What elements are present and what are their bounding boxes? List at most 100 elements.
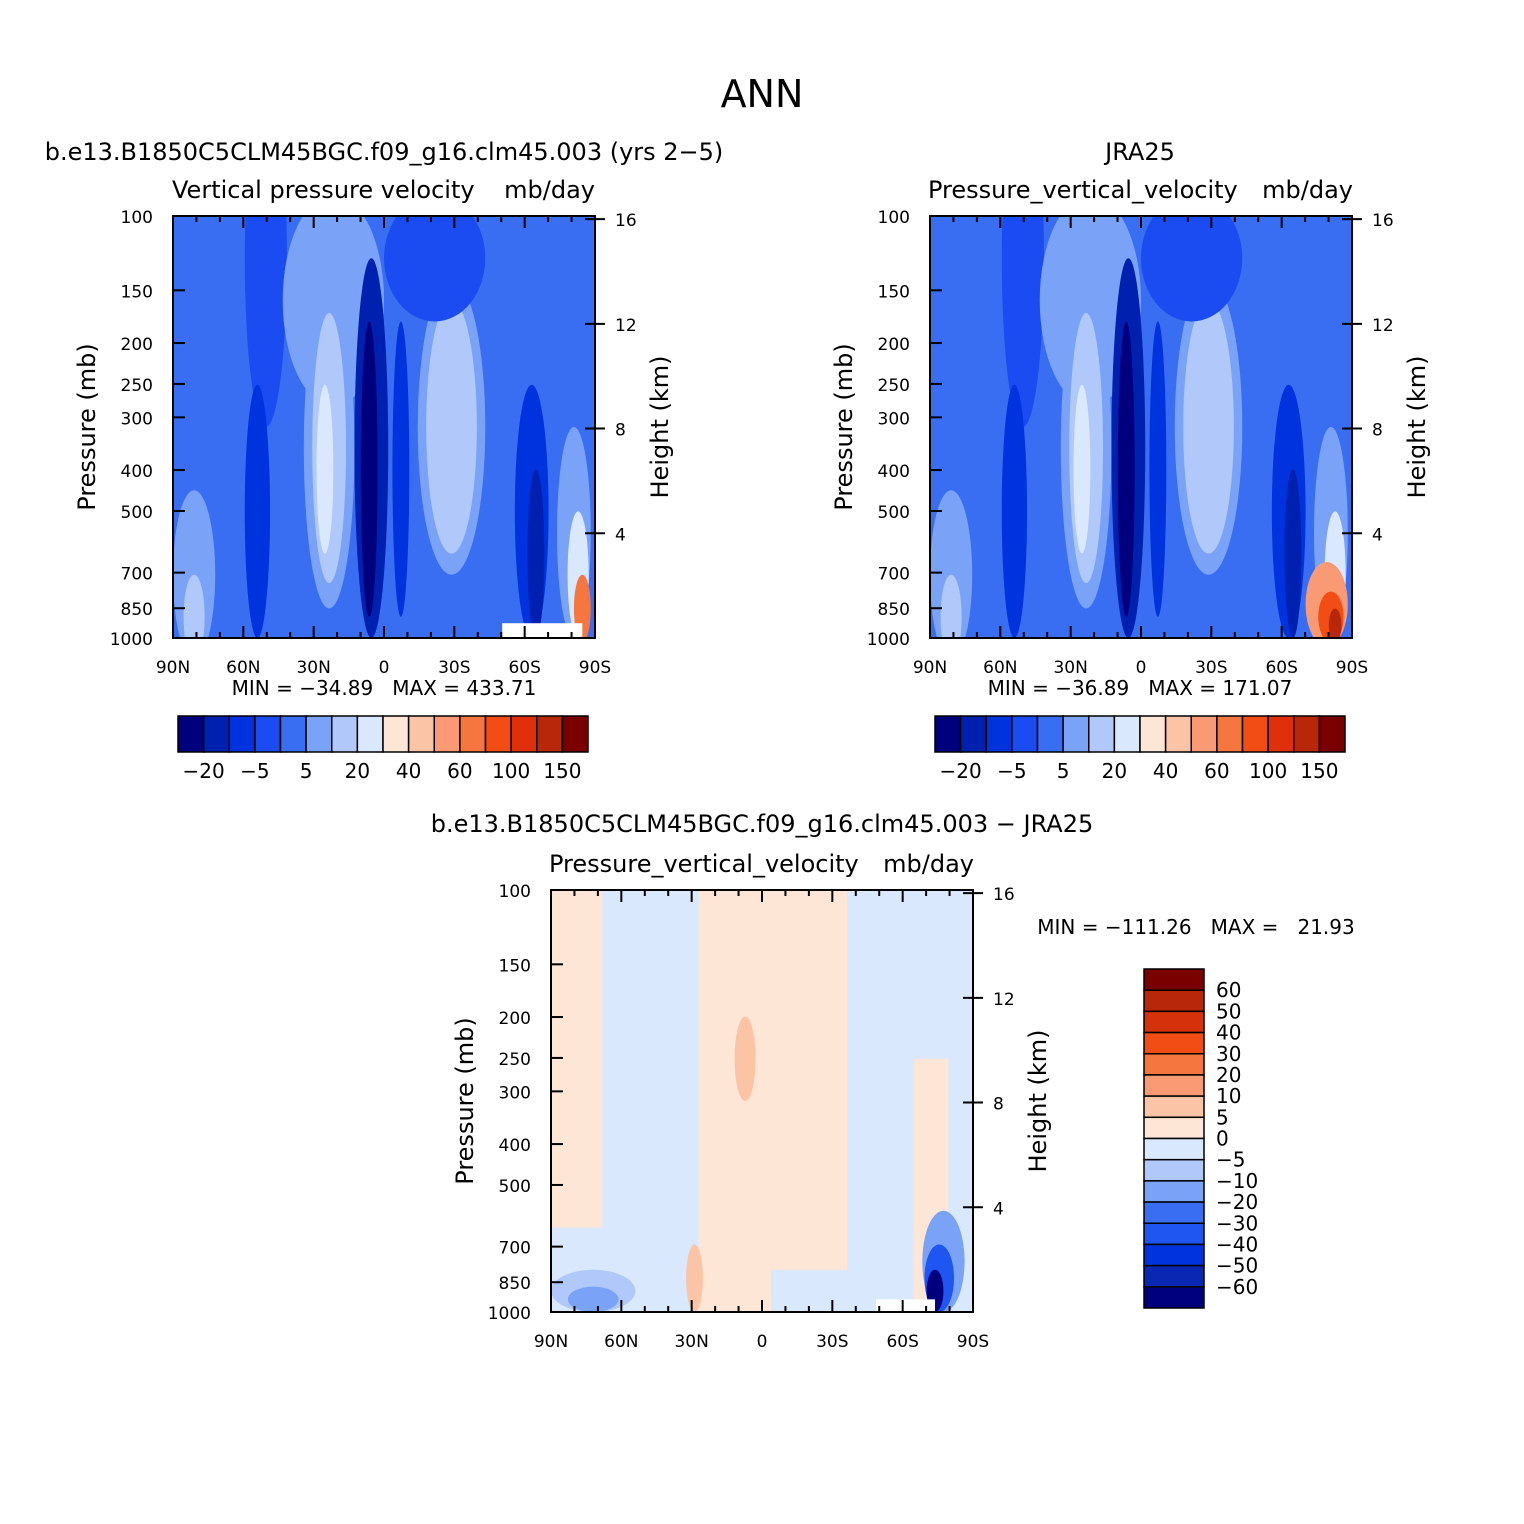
colorbar-label: 40	[1153, 759, 1178, 783]
y-tick-label: 250	[121, 376, 153, 396]
colorbar-box	[959, 715, 987, 753]
y-tick-label: 100	[878, 208, 910, 228]
y-tick-label: 200	[499, 1009, 531, 1029]
colorbar-box	[331, 715, 359, 753]
colorbar-label: −5	[1216, 1148, 1245, 1172]
colorbar-label: −20	[1216, 1190, 1258, 1214]
colorbar-label: 60	[1204, 759, 1229, 783]
y-tick-label: 700	[121, 565, 153, 585]
units-label: mb/day	[883, 850, 974, 878]
colorbar-box	[228, 715, 256, 753]
x-tick-label: 0	[757, 1332, 768, 1352]
contour-field	[173, 216, 595, 638]
contour-fill	[1001, 384, 1028, 638]
colorbar-box	[1143, 1180, 1205, 1203]
contour-fill	[1001, 216, 1044, 427]
y-tick-label: 700	[499, 1239, 531, 1259]
colorbar-box	[1143, 1222, 1205, 1246]
colorbar-label: −30	[1216, 1211, 1258, 1235]
colorbar-box	[1143, 1286, 1205, 1309]
x-tick-label: 30N	[296, 658, 330, 678]
colorbar-box	[985, 715, 1013, 753]
colorbar-label: 5	[300, 759, 313, 783]
contour-fill	[316, 384, 334, 554]
min-max-label: MIN = −36.89 MAX = 171.07	[988, 676, 1293, 700]
contour-fill	[1328, 608, 1342, 638]
y-tick-label: 400	[121, 462, 153, 482]
contour-fill	[770, 890, 847, 1270]
contour-fill	[392, 321, 410, 617]
contour-fill	[1284, 469, 1302, 638]
contour-fill	[1149, 321, 1167, 617]
colorbar-label: −20	[183, 759, 225, 783]
right-axis-label: Height (km)	[1024, 1030, 1052, 1173]
y-tick-label: 1000	[867, 630, 910, 650]
right-tick-label: 12	[1372, 316, 1394, 336]
colorbar-label: 20	[1216, 1063, 1241, 1087]
contour-fill	[698, 890, 772, 1312]
x-tick-label: 90S	[579, 658, 611, 678]
y-tick-label: 1000	[488, 1304, 531, 1324]
right-tick-label: 8	[1372, 421, 1383, 441]
colorbar-box	[1143, 989, 1205, 1013]
y-tick-label: 850	[121, 600, 153, 620]
y-tick-label: 1000	[110, 630, 153, 650]
contour-fill	[1183, 300, 1234, 554]
colorbar-label: −5	[240, 759, 269, 783]
contour-fill	[686, 1244, 703, 1312]
x-tick-label: 60N	[226, 658, 260, 678]
colorbar-box	[1143, 1243, 1205, 1267]
right-tick-label: 16	[615, 211, 637, 231]
contour-fill	[1117, 321, 1135, 617]
colorbar-label: 40	[396, 759, 421, 783]
variable-name: Vertical pressure velocity	[172, 176, 475, 204]
x-tick-label: 30S	[1195, 658, 1227, 678]
y-tick-label: 850	[878, 600, 910, 620]
x-tick-label: 60S	[1265, 658, 1297, 678]
right-tick-label: 4	[615, 525, 626, 545]
units-label: mb/day	[504, 176, 595, 204]
right-tick-label: 16	[1372, 211, 1394, 231]
colorbar-box	[1143, 1158, 1205, 1182]
y-tick-label: 150	[499, 956, 531, 976]
right-axis-label: Height (km)	[646, 356, 674, 499]
colorbar-box	[484, 715, 512, 753]
colorbar-box	[1113, 715, 1141, 753]
y-tick-label: 150	[121, 282, 153, 302]
y-axis-label: Pressure (mb)	[73, 343, 101, 510]
x-tick-label: 60N	[604, 1332, 638, 1352]
x-tick-label: 30N	[1053, 658, 1087, 678]
x-tick-label: 30S	[816, 1332, 848, 1352]
y-tick-label: 150	[878, 282, 910, 302]
contour-fill	[527, 469, 545, 638]
y-tick-label: 400	[499, 1136, 531, 1156]
x-tick-label: 90S	[957, 1332, 989, 1352]
colorbar-label: 100	[492, 759, 530, 783]
colorbar-box	[1267, 715, 1295, 753]
min-max-label: MIN = −34.89 MAX = 433.71	[232, 676, 537, 700]
colorbar-label: 20	[345, 759, 370, 783]
x-tick-label: 0	[379, 658, 390, 678]
contour-fill	[244, 216, 287, 427]
colorbar-box	[1143, 1137, 1205, 1161]
colorbar-label: 60	[1216, 978, 1241, 1002]
colorbar-label: 20	[1102, 759, 1127, 783]
contour-fill	[426, 300, 477, 554]
y-axis-label: Pressure (mb)	[451, 1017, 479, 1184]
y-tick-label: 200	[878, 335, 910, 355]
colorbar-box	[1164, 715, 1192, 753]
colorbar-label: −10	[1216, 1169, 1258, 1193]
contour-fill	[734, 1016, 756, 1101]
colorbar-box	[1143, 968, 1205, 991]
units-label: mb/day	[1262, 176, 1353, 204]
contour-fill	[930, 490, 973, 638]
y-tick-label: 500	[878, 503, 910, 523]
contour-fill	[940, 574, 962, 638]
contour-fill	[1141, 216, 1243, 322]
y-tick-label: 200	[121, 335, 153, 355]
colorbar-label: 150	[543, 759, 581, 783]
contour-fill	[384, 216, 486, 322]
contour-fill	[1073, 384, 1091, 554]
colorbar-box	[510, 715, 538, 753]
